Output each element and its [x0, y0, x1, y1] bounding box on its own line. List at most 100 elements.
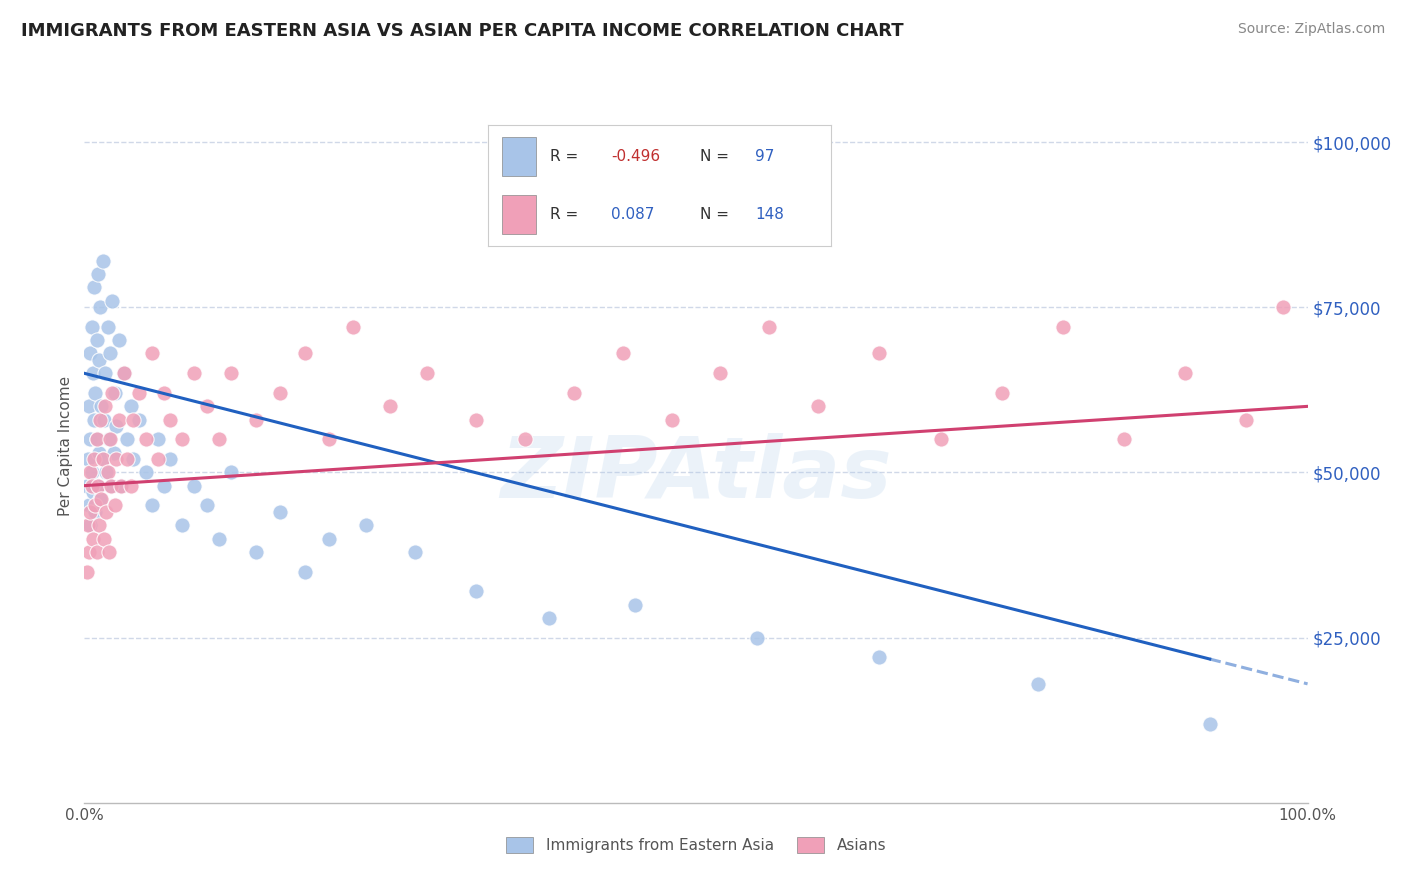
Point	[104, 386, 127, 401]
Point	[380, 400, 402, 414]
Point	[159, 412, 181, 426]
Point	[84, 505, 107, 519]
Text: Source: ZipAtlas.com: Source: ZipAtlas.com	[1237, 22, 1385, 37]
Point	[87, 267, 110, 281]
Point	[89, 491, 111, 506]
Point	[128, 386, 150, 401]
Point	[172, 433, 194, 447]
Point	[869, 650, 891, 665]
Point	[79, 433, 101, 447]
Point	[354, 518, 377, 533]
Point	[807, 400, 830, 414]
Point	[80, 320, 103, 334]
Point	[97, 433, 120, 447]
Point	[1174, 367, 1197, 381]
Point	[86, 545, 108, 559]
Point	[100, 478, 122, 492]
Point	[1028, 677, 1050, 691]
Point	[77, 452, 100, 467]
Point	[294, 565, 316, 579]
Point	[159, 452, 181, 467]
Point	[84, 386, 107, 401]
Point	[112, 367, 135, 381]
Point	[77, 518, 100, 533]
Point	[172, 518, 194, 533]
Point	[94, 400, 117, 414]
Point	[183, 367, 205, 381]
Point	[1236, 412, 1258, 426]
Point	[107, 412, 129, 426]
Point	[82, 485, 104, 500]
Point	[87, 478, 110, 492]
Point	[120, 400, 142, 414]
Point	[612, 346, 634, 360]
Point	[219, 367, 242, 381]
Point	[146, 452, 169, 467]
Point	[76, 565, 98, 579]
Point	[80, 478, 103, 492]
Point	[94, 367, 117, 381]
Point	[86, 433, 108, 447]
Point	[747, 631, 769, 645]
Point	[89, 300, 111, 314]
Point	[100, 478, 122, 492]
Point	[416, 367, 439, 381]
Point	[135, 466, 157, 480]
Legend: Immigrants from Eastern Asia, Asians: Immigrants from Eastern Asia, Asians	[499, 831, 893, 859]
Point	[110, 478, 132, 492]
Point	[146, 433, 169, 447]
Point	[98, 433, 121, 447]
Text: IMMIGRANTS FROM EASTERN ASIA VS ASIAN PER CAPITA INCOME CORRELATION CHART: IMMIGRANTS FROM EASTERN ASIA VS ASIAN PE…	[21, 22, 904, 40]
Point	[105, 452, 128, 467]
Point	[79, 346, 101, 360]
Point	[98, 346, 121, 360]
Point	[208, 433, 231, 447]
Point	[101, 386, 124, 401]
Point	[86, 433, 108, 447]
Point	[269, 386, 291, 401]
Point	[624, 598, 647, 612]
Point	[120, 478, 142, 492]
Point	[562, 386, 585, 401]
Point	[97, 545, 120, 559]
Point	[404, 545, 426, 559]
Point	[103, 445, 125, 459]
Point	[97, 466, 120, 480]
Point	[195, 499, 218, 513]
Point	[90, 491, 112, 506]
Point	[538, 611, 561, 625]
Point	[76, 478, 98, 492]
Point	[929, 433, 952, 447]
Point	[107, 333, 129, 347]
Point	[79, 466, 101, 480]
Point	[79, 505, 101, 519]
Point	[91, 254, 114, 268]
Point	[318, 532, 340, 546]
Point	[96, 505, 118, 519]
Point	[83, 280, 105, 294]
Point	[87, 478, 110, 492]
Point	[318, 433, 340, 447]
Point	[128, 412, 150, 426]
Point	[82, 532, 104, 546]
Point	[122, 412, 145, 426]
Y-axis label: Per Capita Income: Per Capita Income	[58, 376, 73, 516]
Point	[112, 367, 135, 381]
Point	[464, 584, 486, 599]
Point	[82, 367, 104, 381]
Point	[83, 452, 105, 467]
Point	[77, 499, 100, 513]
Point	[141, 499, 163, 513]
Point	[83, 412, 105, 426]
Point	[84, 499, 107, 513]
Point	[153, 386, 176, 401]
Point	[195, 400, 218, 414]
Point	[269, 505, 291, 519]
Point	[135, 433, 157, 447]
Point	[342, 320, 364, 334]
Point	[86, 333, 108, 347]
Point	[1114, 433, 1136, 447]
Point	[513, 433, 536, 447]
Point	[1198, 716, 1220, 731]
Point	[709, 367, 731, 381]
